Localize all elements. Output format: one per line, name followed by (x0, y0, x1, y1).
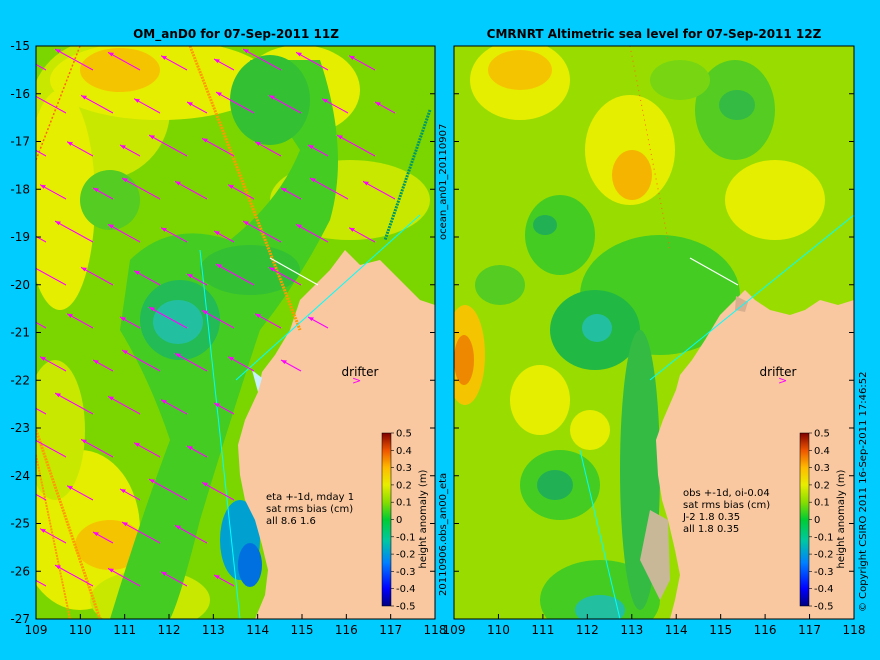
x-tick-label: 116 (754, 623, 777, 637)
velocity-vectors (36, 48, 396, 587)
colorbar-tick-label: 0 (396, 515, 402, 526)
left-drifter-label: drifter (342, 365, 379, 379)
left-stats-line-3: all 8.6 1.6 (266, 516, 316, 527)
colorbar-tick-label: 0.2 (814, 480, 830, 491)
y-tick-label: -18 (10, 182, 30, 196)
colorbar-tick-label: -0.2 (814, 550, 834, 561)
x-tick-label: 118 (424, 623, 447, 637)
left-stats-line-2: sat rms bias (cm) (266, 504, 353, 515)
x-tick-label: 111 (113, 623, 136, 637)
right-title: CMRNRT Altimetric sea level for 07-Sep-2… (487, 27, 822, 41)
x-tick-label: 115 (291, 623, 314, 637)
left-axis-ticks: 109 110 111 112 113 114 115 116 117 118 -15 -16 -17 -… (10, 39, 446, 637)
x-tick-label: 117 (379, 623, 402, 637)
x-tick-label: 114 (246, 623, 269, 637)
x-tick-label: 117 (798, 623, 821, 637)
x-tick-label: 113 (202, 623, 225, 637)
colorbar-tick-label: -0.5 (396, 602, 416, 613)
left-colorbar-label: height anomaly (m) (418, 469, 429, 568)
colorbar-tick-label: -0.1 (814, 532, 834, 543)
y-tick-label: -25 (10, 517, 30, 531)
left-stats-line-1: eta +-1d, mday 1 (266, 492, 354, 503)
y-tick-label: -27 (10, 612, 30, 626)
colorbar-tick-label: 0.1 (396, 498, 412, 509)
right-map (454, 46, 854, 619)
right-panel: CMRNRT Altimetric sea level for 07-Sep-2… (443, 27, 869, 637)
right-stats-line-1: obs +-1d, oi-0.04 (683, 488, 770, 499)
colorbar-tick-label: 0.4 (814, 446, 830, 457)
copyright-label: © Copyright CSIRO 2011 16-Sep-2011 17:46… (858, 372, 869, 612)
colorbar-tick-label: 0.2 (396, 480, 412, 491)
colorbar-tick-label: 0.3 (814, 463, 830, 474)
drifter-arrow-icon: > (352, 374, 361, 387)
left-side-label-top: ocean_an01_20110907 (438, 124, 449, 240)
right-stats-line-3: J-2 1.8 0.35 (682, 512, 740, 523)
x-tick-label: 114 (665, 623, 688, 637)
colorbar-tick-label: 0.3 (396, 463, 412, 474)
right-colorbar: 0.5 0.4 0.3 0.2 0.1 0 -0.1 -0.2 -0.3 -0.4 -0.5 hei… (799, 429, 847, 613)
x-tick-label: 115 (709, 623, 732, 637)
right-drifter-label: drifter (760, 365, 797, 379)
colorbar-tick-label: -0.3 (396, 567, 416, 578)
left-title: OM_anD0 for 07-Sep-2011 11Z (133, 27, 339, 42)
colorbar-tick-label: -0.4 (814, 584, 834, 595)
x-tick-label: 109 (443, 623, 466, 637)
colorbar-tick-label: -0.1 (396, 532, 416, 543)
y-tick-label: -19 (10, 230, 30, 244)
x-tick-label: 112 (158, 623, 181, 637)
right-stats-line-4: all 1.8 0.35 (683, 524, 739, 535)
colorbar-tick-label: -0.3 (814, 567, 834, 578)
left-stats: eta +-1d, mday 1 sat rms bias (cm) all 8… (266, 492, 354, 527)
left-colorbar: 0.5 0.4 0.3 0.2 0.1 0 -0.1 -0.2 -0.3 -0.4 -0.5 hei… (381, 429, 429, 613)
colorbar-tick-label: 0.4 (396, 446, 412, 457)
y-tick-label: -26 (10, 564, 30, 578)
drifter-arrow-icon: > (778, 374, 787, 387)
colorbar-tick-label: 0.5 (396, 429, 412, 440)
y-tick-label: -24 (10, 469, 30, 483)
x-tick-label: 110 (69, 623, 92, 637)
x-tick-label: 110 (487, 623, 510, 637)
left-side-label: 20110906.obs_an00_eta (438, 473, 449, 596)
y-tick-label: -20 (10, 278, 30, 292)
right-axis-ticks: 109 110 111 112 113 114 115 116 117 118 (443, 45, 866, 637)
right-colorbar-label: height anomaly (m) (836, 469, 847, 568)
left-panel: OM_anD0 for 07-Sep-2011 11Z (10, 27, 449, 637)
colorbar-tick-label: -0.2 (396, 550, 416, 561)
colorbar-tick-label: 0.5 (814, 429, 830, 440)
y-tick-label: -22 (10, 373, 30, 387)
colorbar-tick-label: -0.5 (814, 602, 834, 613)
x-tick-label: 118 (843, 623, 866, 637)
colorbar-tick-label: 0 (814, 515, 820, 526)
x-tick-label: 111 (531, 623, 554, 637)
y-tick-label: -17 (10, 135, 30, 149)
x-tick-label: 109 (25, 623, 48, 637)
x-tick-label: 116 (335, 623, 358, 637)
right-stats: obs +-1d, oi-0.04 sat rms bias (cm) J-2 … (682, 488, 770, 535)
right-stats-line-2: sat rms bias (cm) (683, 500, 770, 511)
y-tick-label: -23 (10, 421, 30, 435)
colorbar-tick-label: 0.1 (814, 498, 830, 509)
y-tick-label: -21 (10, 326, 30, 340)
left-map (36, 46, 435, 619)
colorbar-tick-label: -0.4 (396, 584, 416, 595)
y-tick-label: -15 (10, 39, 30, 53)
x-tick-label: 112 (576, 623, 599, 637)
x-tick-label: 113 (620, 623, 643, 637)
y-tick-label: -16 (10, 87, 30, 101)
